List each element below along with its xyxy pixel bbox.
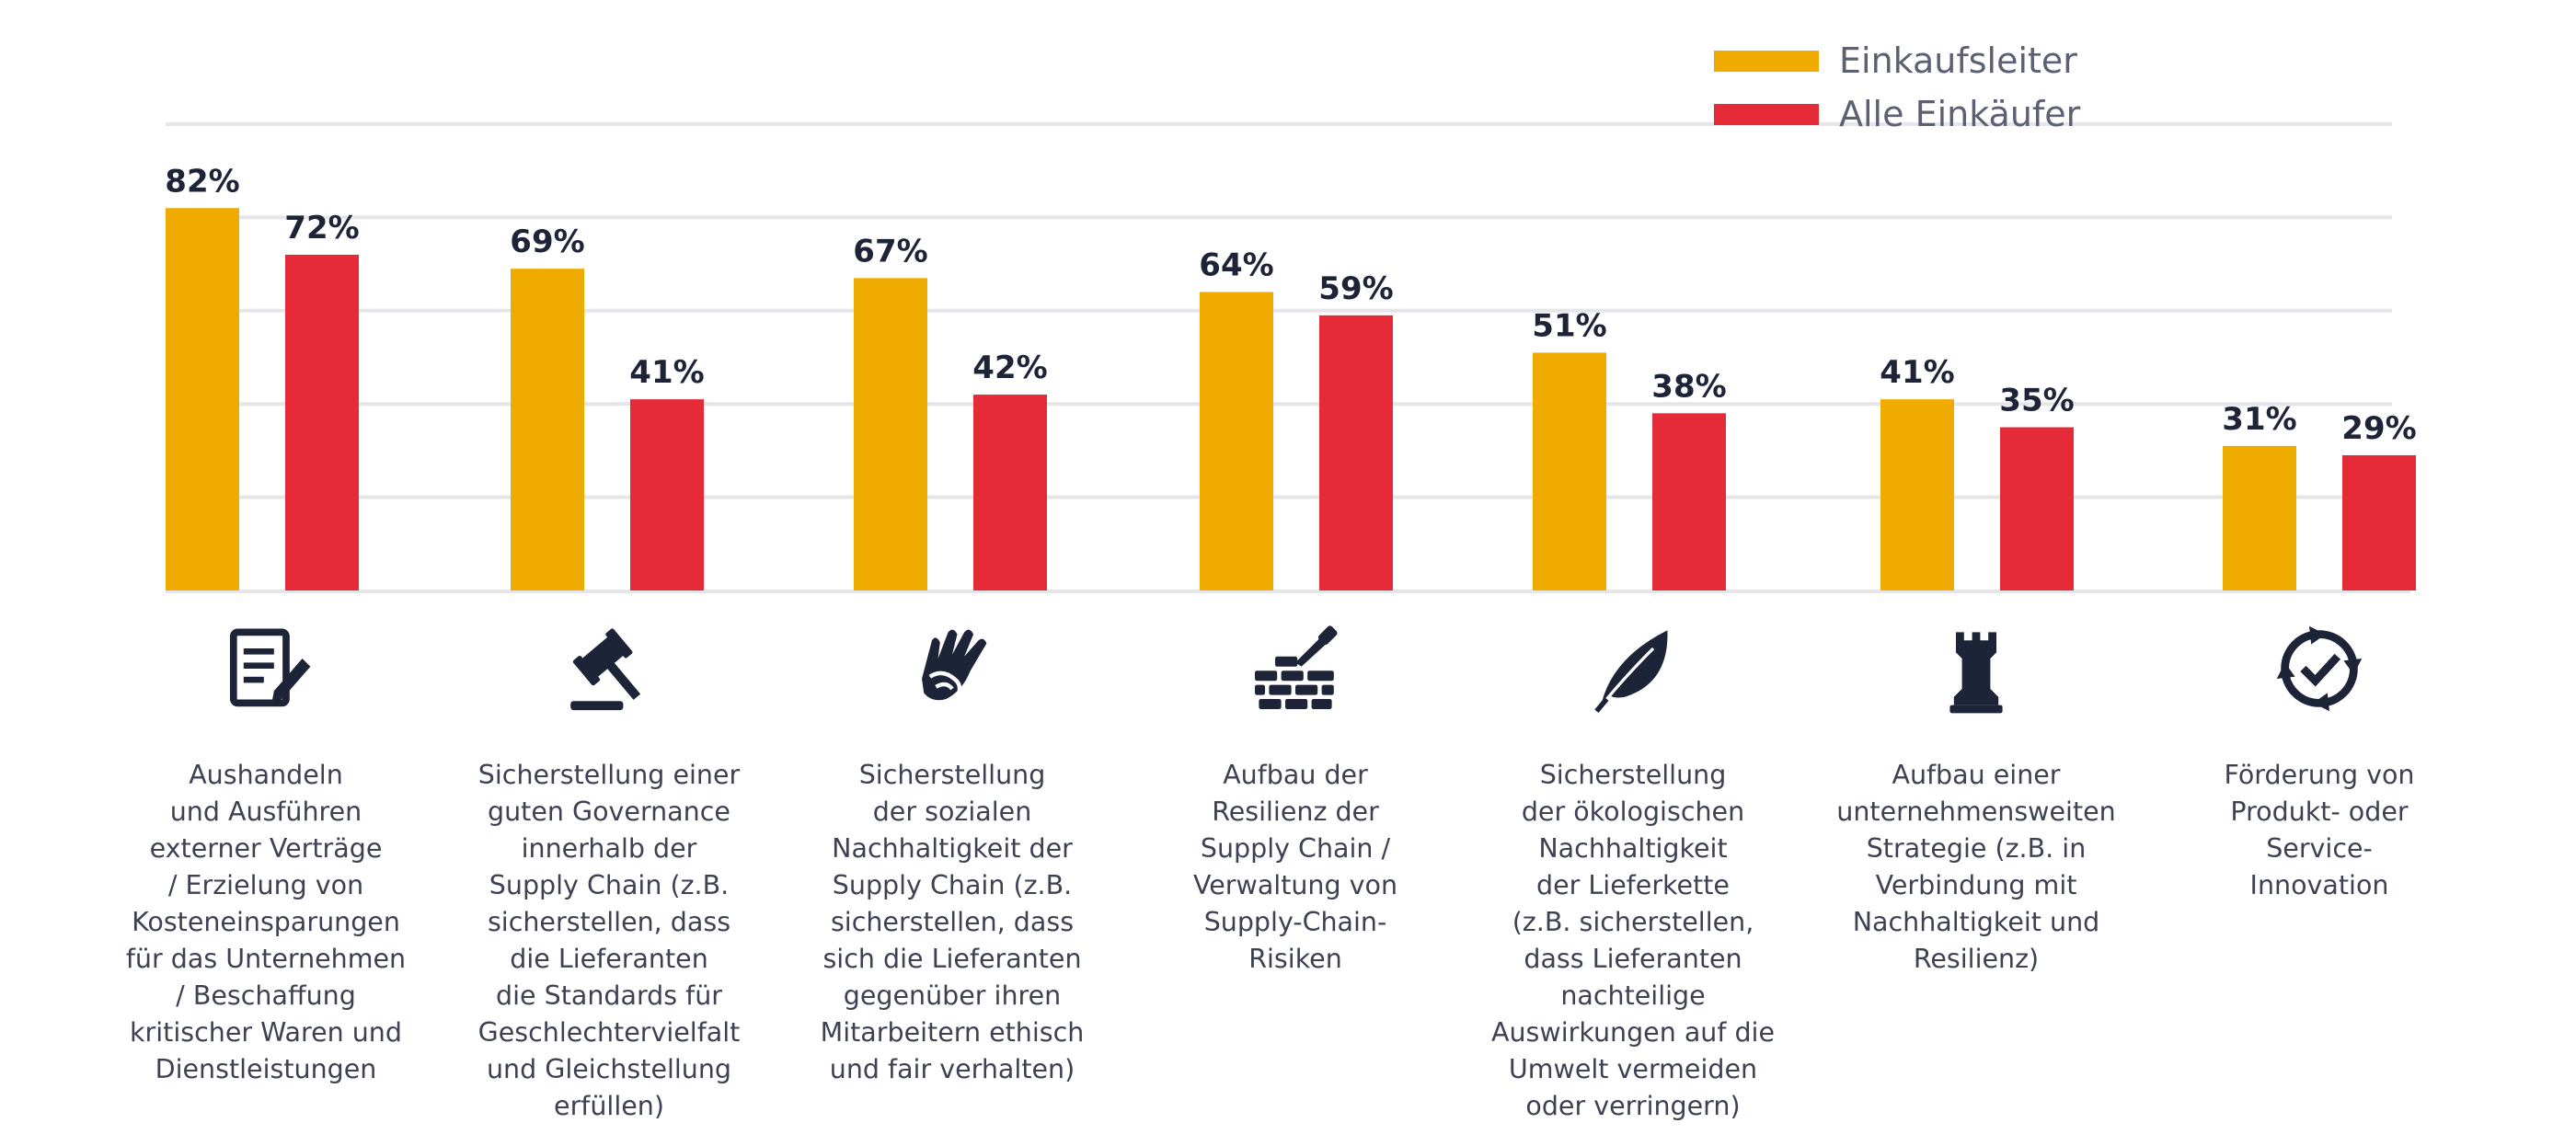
bar-einkaufsleiter [166, 208, 239, 590]
category-label: Sicherstellung der sozialen Nachhaltigke… [820, 760, 1085, 1084]
bar-einkaufsleiter [1880, 399, 1954, 590]
category-label: Aufbau der Resilienz der Supply Chain / … [1192, 760, 1398, 974]
value-label: 42% [972, 350, 1047, 386]
bar-alle-einkaeufer [630, 399, 704, 590]
value-label: 31% [2222, 401, 2296, 438]
value-label: 69% [510, 223, 584, 260]
bar-einkaufsleiter [2223, 445, 2296, 590]
category-label: Förderung von Produkt- oder Service- Inn… [2224, 760, 2415, 900]
legend-item-alle-einkaeufer: Alle Einkäufer [1714, 94, 2080, 134]
value-label: 82% [165, 163, 239, 200]
bar-alle-einkaeufer [2000, 427, 2074, 590]
value-label: 67% [853, 233, 927, 269]
bar-einkaufsleiter [1200, 292, 1273, 590]
bar-alle-einkaeufer [973, 395, 1047, 590]
value-label: 35% [1999, 383, 2074, 419]
value-label: 59% [1318, 270, 1393, 307]
value-label: 38% [1651, 368, 1726, 405]
value-label: 41% [1880, 354, 1954, 391]
legend-swatch-alle-einkaeufer [1714, 103, 1819, 125]
bar-einkaufsleiter [511, 269, 584, 590]
category-label: Aufbau einer unternehmensweiten Strategi… [1836, 760, 2116, 974]
bars [166, 208, 2416, 590]
legend-label-alle-einkaeufer: Alle Einkäufer [1839, 94, 2081, 134]
bar-einkaufsleiter [1533, 352, 1606, 590]
value-label: 41% [629, 354, 704, 391]
value-labels: 82% 69% 67% 64% 51% 41% 31% 72% 41% 42% 59% 38% 35% 2… [165, 163, 2416, 447]
bar-einkaufsleiter [854, 278, 927, 590]
category-label: Aushandeln und Ausführen externer Verträ… [125, 760, 407, 1084]
legend-swatch-einkaufsleiter [1714, 50, 1819, 72]
bar-alle-einkaeufer [1652, 413, 1726, 590]
legend-label-einkaufsleiter: Einkaufsleiter [1839, 40, 2077, 81]
handshake-icon [922, 629, 987, 701]
bar-alle-einkaeufer [285, 254, 359, 590]
gavel-icon [570, 628, 641, 711]
value-label: 64% [1199, 247, 1273, 284]
value-label: 51% [1532, 307, 1606, 344]
bar-alle-einkaeufer [1319, 315, 1393, 590]
category-label: Sicherstellung der ökologischen Nachhalt… [1490, 760, 1776, 1121]
bar-alle-einkaeufer [2342, 454, 2416, 590]
brick-wall-icon [1255, 625, 1338, 709]
chess-rook-icon [1949, 632, 2003, 714]
contract-icon [229, 628, 311, 707]
legend-item-einkaufsleiter: Einkaufsleiter [1714, 40, 2077, 81]
value-label: 72% [284, 210, 359, 246]
category-label: Sicherstellung einer guten Governance in… [477, 760, 741, 1121]
value-label: 29% [2341, 410, 2416, 447]
innovation-cycle-icon [2276, 625, 2363, 712]
leaf-icon [1594, 630, 1668, 713]
